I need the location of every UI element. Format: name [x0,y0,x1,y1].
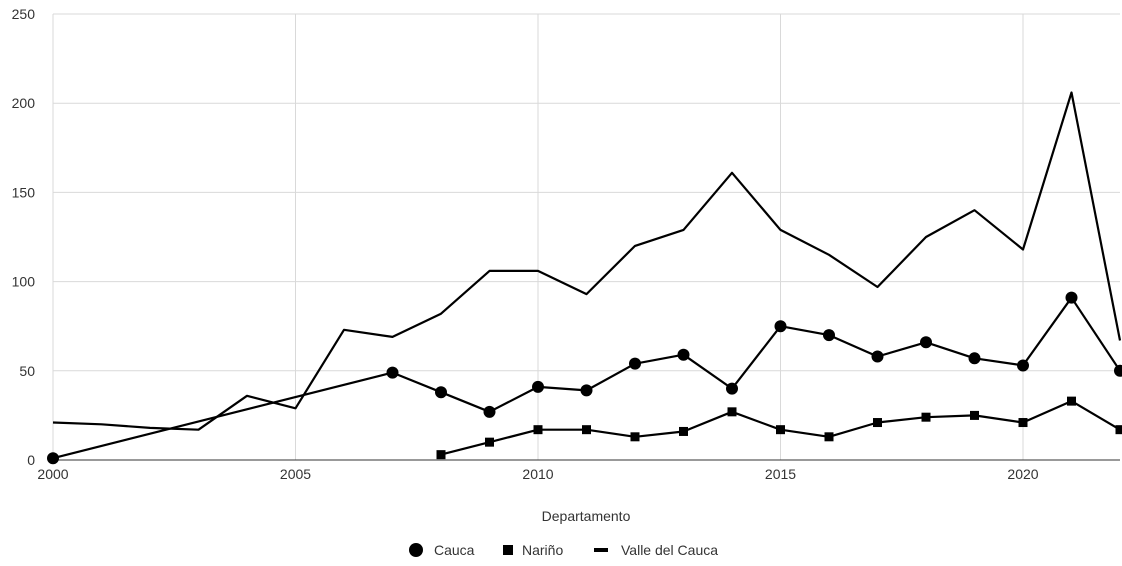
legend-item[interactable]: Nariño [503,542,563,558]
data-point-circle [435,386,447,398]
data-point-square [776,425,785,434]
legend-swatch-line [594,548,608,552]
data-point-circle [678,349,690,361]
data-point-square [970,411,979,420]
legend-item[interactable]: Valle del Cauca [594,542,718,558]
data-point-circle [872,351,884,363]
data-point-circle [1114,365,1122,377]
data-point-circle [920,336,932,348]
y-tick-label: 100 [12,274,36,290]
data-point-square [922,413,931,422]
data-point-square [1019,418,1028,427]
x-tick-label: 2020 [1007,466,1038,482]
data-point-circle [1017,359,1029,371]
series-valle-del-cauca [53,93,1120,430]
data-point-circle [969,352,981,364]
data-point-circle [1066,292,1078,304]
data-point-square [631,432,640,441]
series-group [47,93,1122,465]
y-tick-label: 50 [19,363,35,379]
y-tick-label: 0 [27,452,35,468]
data-point-square [1067,397,1076,406]
data-point-circle [47,452,59,464]
x-tick-label: 2015 [765,466,796,482]
series-nariño [437,397,1122,460]
data-point-square [1116,425,1122,434]
data-point-circle [775,320,787,332]
data-point-square [534,425,543,434]
data-point-square [485,438,494,447]
labels: Departamento [542,508,631,524]
data-point-square [437,450,446,459]
data-point-square [873,418,882,427]
x-tick-label: 2010 [522,466,553,482]
legend-swatch-square [503,545,513,555]
x-tick-label: 2005 [280,466,311,482]
data-point-circle [532,381,544,393]
data-point-circle [484,406,496,418]
legend: Cauca Nariño Valle del Cauca [409,542,718,558]
data-point-square [582,425,591,434]
data-point-circle [823,329,835,341]
y-tick-label: 200 [12,95,36,111]
legend-swatch-circle [409,543,423,557]
legend-label: Cauca [434,542,475,558]
data-point-circle [629,358,641,370]
data-point-circle [726,383,738,395]
legend-label: Nariño [522,542,563,558]
data-point-circle [387,367,399,379]
data-point-square [825,432,834,441]
series-cauca [47,292,1122,465]
x-axis-label: Departamento [542,508,631,524]
x-tick-label: 2000 [37,466,68,482]
data-point-square [679,427,688,436]
y-tick-label: 150 [12,184,36,200]
data-point-square [728,407,737,416]
data-point-circle [581,384,593,396]
axes: 0 50 100 150 200 250 2000 2005 2010 2015 2020 [12,6,1120,482]
series-line [53,93,1120,430]
legend-item[interactable]: Cauca [409,542,475,558]
y-tick-label: 250 [12,6,36,22]
legend-label: Valle del Cauca [621,542,718,558]
